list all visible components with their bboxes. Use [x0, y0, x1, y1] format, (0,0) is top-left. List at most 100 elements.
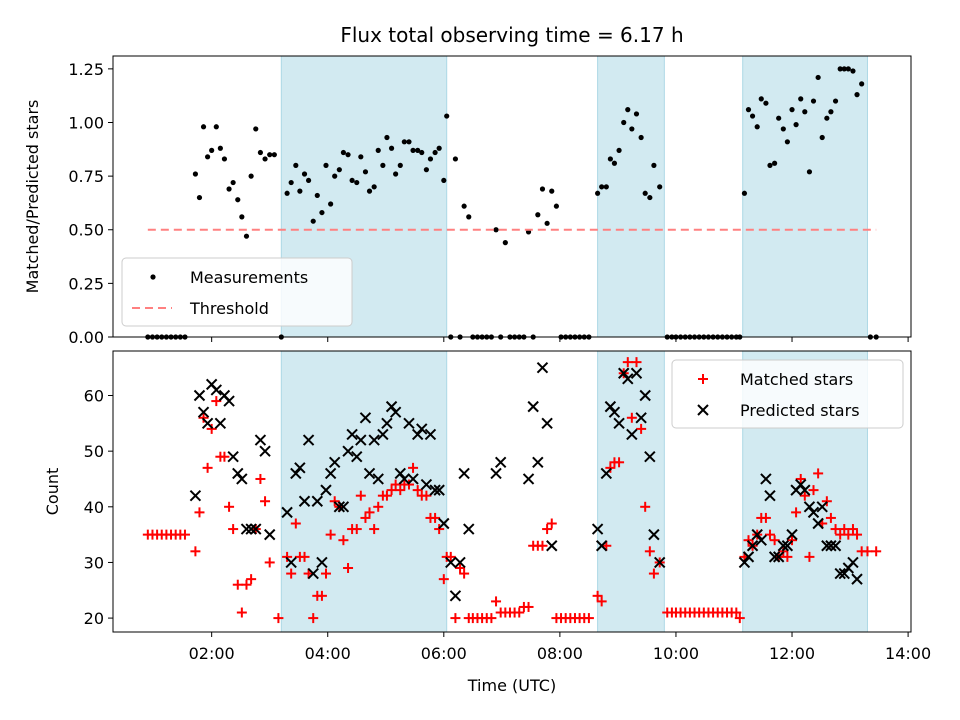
y-tick-label: 0.50 [68, 221, 104, 240]
predicted-star-point [600, 467, 613, 480]
predicted-star-point [764, 489, 776, 502]
matched-star-point [246, 574, 257, 585]
marker-stroke [263, 528, 276, 541]
predicted-star-point [541, 417, 553, 430]
matched-star-point [273, 613, 284, 624]
predicted-star-point [433, 484, 445, 496]
predicted-star-point [449, 590, 462, 602]
measurement-point [784, 139, 790, 145]
matched-star-point [434, 524, 445, 535]
measurement-point [657, 184, 663, 190]
measurement-point [192, 171, 199, 177]
marker-stroke [847, 556, 859, 569]
marker-stroke [210, 384, 223, 396]
marker-stroke [429, 484, 441, 496]
matched-star-point [232, 579, 243, 590]
predicted-star-point [821, 540, 833, 552]
matched-star-point [799, 490, 810, 501]
predicted-star-point [522, 473, 535, 485]
matched-star-point [486, 613, 497, 624]
marker-stroke [214, 417, 227, 430]
predicted-star-point [337, 501, 350, 513]
measurement-point [806, 169, 813, 175]
matched-star-point [211, 396, 222, 407]
matched-star-point [592, 590, 603, 601]
measurement-point [288, 179, 294, 186]
predicted-star-point [254, 434, 267, 446]
matched-star-point [255, 473, 266, 484]
marker-stroke [803, 501, 816, 513]
marker-stroke [772, 551, 785, 563]
marker-stroke [316, 556, 328, 569]
predicted-star-point [604, 400, 617, 413]
marker-stroke [781, 540, 794, 552]
y-tick-label: 1.25 [68, 60, 104, 79]
predicted-star-point [630, 367, 643, 379]
marker-stroke [250, 523, 262, 535]
measurement-point [267, 152, 273, 158]
matched-star-point [459, 568, 470, 579]
matched-star-point [408, 462, 419, 473]
axes-frame [112, 350, 912, 633]
matched-star-point [546, 518, 557, 529]
marker-stroke [522, 473, 535, 485]
measurement-point [802, 109, 808, 115]
measurement-point [248, 173, 254, 179]
matched-star-point [514, 607, 525, 618]
y-tick-label: 0.00 [68, 328, 104, 347]
predicted-star-point [227, 451, 239, 463]
measurement-point [651, 162, 657, 168]
measurement-point [776, 115, 782, 121]
measurement-point [828, 109, 834, 115]
matched-star-point [228, 524, 239, 535]
x-tick-label: 10:00 [653, 644, 699, 663]
matched-star-point [381, 490, 392, 501]
predicted-star-point [351, 451, 363, 463]
measurement-point [200, 124, 207, 130]
predicted-star-point [595, 540, 608, 552]
measurement-point [841, 66, 847, 72]
measurement-point [647, 194, 653, 201]
predicted-star-point [342, 445, 354, 457]
legend-measurement-swatch [150, 274, 156, 280]
marker-stroke [236, 473, 248, 485]
y-tick-label: 20 [84, 609, 104, 628]
measurement-point [366, 188, 373, 194]
predicted-star-point [613, 417, 625, 430]
predicted-star-point [281, 506, 293, 519]
matched-star-point [325, 529, 336, 540]
marker-stroke [490, 467, 502, 480]
predicted-star-point [816, 501, 828, 513]
legend-box [671, 359, 904, 429]
matched-star-point [537, 540, 548, 551]
marker-stroke [454, 556, 466, 569]
predicted-star-point [210, 384, 223, 396]
marker-stroke [834, 567, 846, 580]
matched-star-point [390, 479, 401, 490]
matched-star-point [760, 512, 771, 523]
predicted-star-point [193, 389, 206, 402]
matched-star-point [241, 579, 252, 590]
observing-interval-band [597, 55, 665, 338]
x-axis-label: Time (UTC) [467, 676, 556, 695]
marker-stroke [294, 462, 306, 474]
predicted-star-point [781, 540, 794, 552]
marker-stroke [259, 445, 271, 457]
measurement-point [243, 233, 250, 239]
matched-star-point [804, 551, 815, 562]
marker-stroke [851, 573, 863, 585]
y-tick-label: 30 [84, 553, 104, 572]
predicted-star-point [285, 556, 297, 569]
measurement-point [196, 194, 203, 201]
predicted-star-point [298, 495, 311, 507]
predicted-star-point [403, 417, 415, 430]
predicted-star-point [385, 400, 398, 413]
matched-star-point [821, 496, 832, 507]
measurement-point [358, 154, 364, 160]
predicted-star-point [644, 451, 656, 463]
measurement-point [262, 156, 268, 162]
y-tick-label: 0.75 [68, 167, 104, 186]
marker-stroke [653, 556, 666, 569]
matched-star-point [450, 613, 461, 624]
measurement-point [780, 126, 786, 132]
